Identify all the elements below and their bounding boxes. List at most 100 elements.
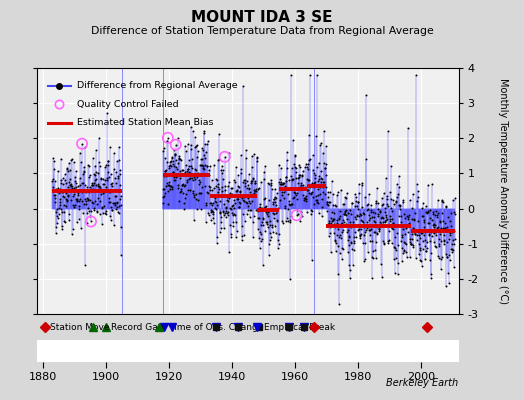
Point bbox=[211, 192, 219, 198]
Point bbox=[87, 218, 95, 225]
Point bbox=[84, 196, 93, 203]
Point bbox=[425, 215, 434, 222]
Point bbox=[247, 180, 256, 186]
Point bbox=[74, 186, 82, 193]
Point bbox=[78, 198, 86, 204]
Point bbox=[358, 217, 367, 224]
Point bbox=[375, 224, 384, 231]
Point bbox=[69, 226, 78, 232]
Point bbox=[387, 195, 396, 202]
Point bbox=[443, 269, 452, 276]
Point bbox=[369, 208, 377, 215]
Point bbox=[385, 228, 394, 234]
Point bbox=[171, 151, 180, 158]
Point bbox=[221, 154, 229, 160]
Point bbox=[211, 182, 220, 189]
Point bbox=[221, 154, 229, 160]
Point bbox=[443, 239, 451, 245]
Point bbox=[445, 232, 454, 238]
Point bbox=[177, 171, 185, 177]
Point bbox=[82, 198, 91, 204]
Point bbox=[247, 178, 255, 184]
Point bbox=[431, 222, 440, 228]
Point bbox=[314, 173, 323, 179]
Point bbox=[343, 229, 351, 235]
Point bbox=[270, 195, 278, 202]
Point bbox=[450, 241, 458, 247]
Point bbox=[74, 183, 82, 190]
Point bbox=[166, 183, 174, 190]
Point bbox=[204, 167, 213, 174]
Point bbox=[304, 156, 313, 163]
Point bbox=[161, 167, 170, 174]
Point bbox=[384, 203, 392, 210]
Point bbox=[73, 198, 81, 204]
Point bbox=[328, 208, 336, 215]
Point bbox=[110, 166, 118, 172]
Point bbox=[381, 209, 389, 215]
Point bbox=[176, 188, 184, 195]
Point bbox=[309, 166, 318, 173]
Point bbox=[96, 198, 104, 204]
Point bbox=[299, 184, 307, 191]
Point bbox=[263, 219, 271, 225]
Point bbox=[280, 195, 289, 201]
Point bbox=[409, 226, 418, 232]
Point bbox=[219, 209, 227, 215]
Point bbox=[448, 248, 456, 255]
Point bbox=[57, 180, 65, 186]
Point bbox=[89, 186, 97, 192]
Point bbox=[363, 225, 372, 232]
Point bbox=[87, 218, 95, 225]
Point bbox=[225, 179, 234, 186]
Point bbox=[407, 241, 415, 247]
Point bbox=[298, 172, 306, 179]
Point bbox=[421, 256, 429, 262]
Point bbox=[388, 225, 397, 231]
Point bbox=[321, 164, 329, 171]
Point bbox=[61, 219, 70, 226]
Point bbox=[444, 228, 452, 234]
Point bbox=[281, 218, 290, 224]
Point bbox=[182, 177, 191, 184]
Point bbox=[255, 215, 264, 221]
Point bbox=[227, 234, 235, 240]
Point bbox=[224, 212, 232, 218]
Point bbox=[203, 138, 212, 144]
Point bbox=[388, 208, 396, 214]
Point bbox=[348, 200, 356, 206]
Point bbox=[287, 72, 296, 78]
Point bbox=[329, 201, 337, 208]
Point bbox=[329, 191, 337, 197]
Point bbox=[378, 219, 387, 225]
Point bbox=[196, 156, 205, 162]
Point bbox=[231, 179, 239, 185]
Point bbox=[376, 209, 384, 216]
Point bbox=[58, 189, 66, 195]
Point bbox=[99, 210, 107, 216]
Point bbox=[202, 202, 210, 208]
Point bbox=[62, 196, 70, 202]
Point bbox=[262, 209, 270, 215]
Point bbox=[101, 164, 110, 170]
Point bbox=[439, 224, 447, 231]
Point bbox=[168, 161, 177, 167]
Point bbox=[429, 210, 438, 217]
Point bbox=[163, 188, 172, 194]
Point bbox=[239, 194, 248, 200]
Point bbox=[192, 167, 200, 174]
Point bbox=[365, 212, 374, 218]
Point bbox=[418, 263, 426, 269]
Point bbox=[109, 187, 117, 193]
Point bbox=[61, 171, 69, 177]
Point bbox=[267, 234, 275, 241]
Point bbox=[230, 205, 238, 211]
Point bbox=[233, 196, 241, 202]
Point bbox=[320, 159, 328, 166]
Point bbox=[398, 245, 407, 251]
Point bbox=[376, 221, 385, 227]
Point bbox=[101, 176, 110, 183]
Point bbox=[344, 232, 353, 239]
Point bbox=[117, 224, 126, 230]
Point bbox=[179, 167, 187, 174]
